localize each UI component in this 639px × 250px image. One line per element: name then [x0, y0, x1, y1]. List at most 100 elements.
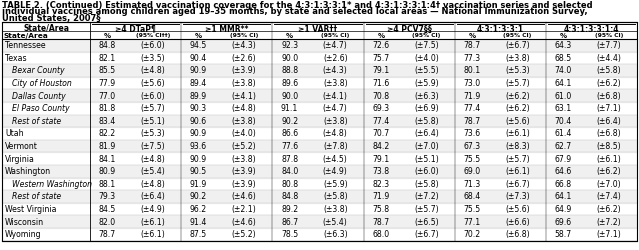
Text: (±6.4): (±6.4)	[141, 192, 166, 200]
Text: (±8.5): (±8.5)	[596, 142, 621, 150]
Text: 78.7: 78.7	[463, 116, 481, 125]
Text: Vermont: Vermont	[5, 142, 38, 150]
Text: 78.7: 78.7	[99, 229, 116, 238]
Text: 86.6: 86.6	[281, 129, 298, 138]
Text: (±5.8): (±5.8)	[414, 179, 439, 188]
Text: 64.1: 64.1	[555, 192, 572, 200]
Text: 77.3: 77.3	[463, 54, 481, 62]
Text: 78.7: 78.7	[463, 41, 481, 50]
Text: United States, 2007§: United States, 2007§	[2, 13, 100, 22]
Text: (±6.1): (±6.1)	[505, 129, 530, 138]
Text: 4:3:1:3:3:1: 4:3:1:3:3:1	[477, 24, 524, 33]
Text: 84.8: 84.8	[98, 41, 116, 50]
Text: 84.2: 84.2	[372, 142, 389, 150]
Text: 71.9: 71.9	[463, 91, 481, 100]
Text: %: %	[468, 33, 475, 39]
Text: (±5.7): (±5.7)	[414, 204, 439, 213]
Text: 73.8: 73.8	[373, 166, 389, 175]
Text: (95% CI††): (95% CI††)	[135, 33, 170, 38]
Text: 68.0: 68.0	[373, 229, 389, 238]
Text: %: %	[195, 33, 202, 39]
Text: (±3.8): (±3.8)	[323, 79, 348, 88]
Text: 79.1: 79.1	[372, 66, 389, 75]
Text: (±8.3): (±8.3)	[505, 142, 530, 150]
Text: Rest of state: Rest of state	[12, 192, 61, 200]
Text: 82.2: 82.2	[99, 129, 116, 138]
Text: 75.5: 75.5	[463, 154, 481, 163]
Text: (±7.1): (±7.1)	[596, 104, 621, 113]
Text: 90.3: 90.3	[190, 104, 207, 113]
Text: 89.6: 89.6	[281, 79, 298, 88]
Text: 96.2: 96.2	[190, 204, 207, 213]
Text: (±3.8): (±3.8)	[505, 54, 530, 62]
Text: (±4.3): (±4.3)	[323, 66, 348, 75]
Text: 78.5: 78.5	[281, 229, 298, 238]
Text: (±5.3): (±5.3)	[141, 129, 166, 138]
Text: 77.1: 77.1	[463, 217, 481, 226]
Text: (±3.9): (±3.9)	[232, 66, 256, 75]
Text: ≥1 MMR**: ≥1 MMR**	[205, 24, 249, 33]
Text: (±6.1): (±6.1)	[505, 166, 530, 175]
Text: (±6.8): (±6.8)	[505, 229, 530, 238]
Text: TABLE 2. (Continued) Estimated vaccination coverage for the 4:3:1:3:3:1* and 4:3: TABLE 2. (Continued) Estimated vaccinati…	[2, 1, 592, 10]
Text: (±6.7): (±6.7)	[505, 179, 530, 188]
Text: (±7.2): (±7.2)	[596, 217, 621, 226]
Text: (±7.3): (±7.3)	[505, 192, 530, 200]
Text: 71.9: 71.9	[372, 192, 389, 200]
Bar	[2, 115, 637, 128]
Text: (±7.1): (±7.1)	[596, 229, 621, 238]
Text: 80.8: 80.8	[281, 179, 298, 188]
Text: (±7.0): (±7.0)	[414, 142, 439, 150]
Text: 90.0: 90.0	[281, 54, 298, 62]
Text: 61.0: 61.0	[555, 91, 572, 100]
Text: Tennessee: Tennessee	[5, 41, 45, 50]
Text: Wyoming: Wyoming	[5, 229, 42, 238]
Text: (±4.8): (±4.8)	[141, 154, 166, 163]
Text: (±6.8): (±6.8)	[596, 91, 621, 100]
Text: 4:3:1:3:3:1:4: 4:3:1:3:3:1:4	[564, 24, 619, 33]
Text: 80.9: 80.9	[99, 166, 116, 175]
Text: (±4.8): (±4.8)	[141, 179, 166, 188]
Text: (±7.7): (±7.7)	[596, 41, 621, 50]
Text: (±7.8): (±7.8)	[323, 142, 348, 150]
Text: 82.1: 82.1	[98, 54, 116, 62]
Text: (±4.8): (±4.8)	[232, 104, 256, 113]
Text: (±5.5): (±5.5)	[414, 66, 439, 75]
Text: (±5.9): (±5.9)	[414, 79, 439, 88]
Text: (±3.8): (±3.8)	[232, 116, 256, 125]
Text: (±6.2): (±6.2)	[505, 104, 530, 113]
Text: (±7.0): (±7.0)	[596, 179, 621, 188]
Text: 79.1: 79.1	[372, 154, 389, 163]
Text: 64.6: 64.6	[555, 166, 572, 175]
Text: Virginia: Virginia	[5, 154, 35, 163]
Text: (±6.0): (±6.0)	[141, 41, 166, 50]
Text: 90.9: 90.9	[190, 154, 207, 163]
Bar	[2, 65, 637, 78]
Text: 92.3: 92.3	[281, 41, 298, 50]
Text: (±6.7): (±6.7)	[505, 41, 530, 50]
Text: 67.9: 67.9	[555, 154, 572, 163]
Text: 74.0: 74.0	[555, 66, 572, 75]
Bar	[2, 190, 637, 203]
Text: 90.0: 90.0	[281, 91, 298, 100]
Text: 86.7: 86.7	[281, 217, 298, 226]
Text: 94.5: 94.5	[190, 41, 207, 50]
Text: (±7.5): (±7.5)	[414, 41, 439, 50]
Text: (±4.7): (±4.7)	[323, 104, 348, 113]
Text: %: %	[560, 33, 567, 39]
Text: (±6.8): (±6.8)	[596, 129, 621, 138]
Text: 77.9: 77.9	[99, 79, 116, 88]
Text: (±6.2): (±6.2)	[596, 166, 621, 175]
Text: 67.3: 67.3	[463, 142, 481, 150]
Text: 64.9: 64.9	[555, 204, 572, 213]
Text: 89.9: 89.9	[190, 91, 207, 100]
Text: 88.8: 88.8	[281, 66, 298, 75]
Text: 91.1: 91.1	[281, 104, 298, 113]
Text: (±5.6): (±5.6)	[505, 204, 530, 213]
Text: (95% CI): (95% CI)	[594, 33, 623, 38]
Text: El Paso County: El Paso County	[12, 104, 70, 113]
Text: 70.8: 70.8	[373, 91, 389, 100]
Text: Dallas County: Dallas County	[12, 91, 66, 100]
Text: 73.0: 73.0	[463, 79, 481, 88]
Text: (±6.1): (±6.1)	[141, 229, 166, 238]
